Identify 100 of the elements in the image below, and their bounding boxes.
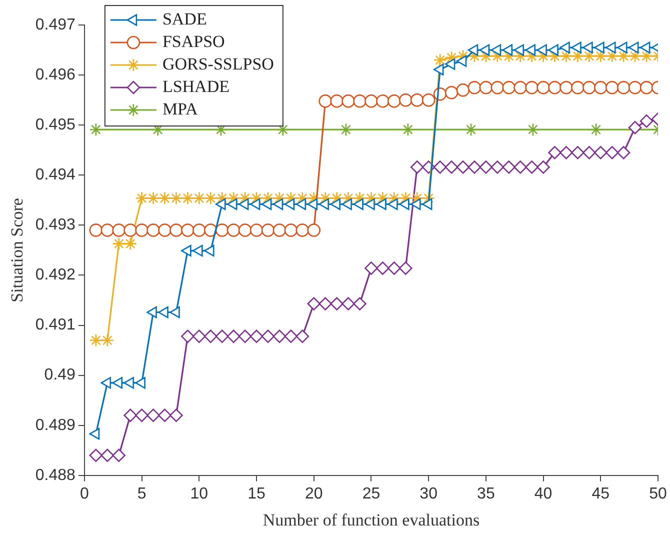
point <box>388 94 401 108</box>
point <box>296 192 310 205</box>
point <box>339 122 353 136</box>
point <box>536 44 547 56</box>
point <box>410 160 424 174</box>
point <box>158 306 168 318</box>
point <box>170 306 180 318</box>
point <box>571 42 582 54</box>
point <box>226 192 240 205</box>
point <box>536 160 550 174</box>
point <box>192 330 206 343</box>
legend-label: SADE <box>162 9 207 28</box>
point <box>536 80 550 94</box>
point <box>502 44 513 56</box>
y-tick-label: 0.491 <box>35 316 76 334</box>
point <box>514 80 527 94</box>
point <box>158 408 172 422</box>
point <box>490 80 504 94</box>
point <box>100 224 114 237</box>
point <box>640 114 654 128</box>
point <box>571 49 584 63</box>
point <box>135 224 148 237</box>
point <box>124 376 134 389</box>
point <box>146 408 160 422</box>
point <box>307 297 321 310</box>
point <box>238 224 252 237</box>
point <box>548 49 562 63</box>
point <box>560 146 573 160</box>
point <box>456 83 470 97</box>
point <box>594 80 608 94</box>
point <box>433 64 444 76</box>
point <box>112 224 126 237</box>
point <box>388 262 401 275</box>
point <box>307 224 321 237</box>
point <box>640 42 650 54</box>
point <box>605 80 619 94</box>
point <box>410 93 424 107</box>
point <box>444 50 458 64</box>
point <box>388 192 401 205</box>
point <box>204 244 214 257</box>
point <box>89 122 103 136</box>
point <box>89 428 100 440</box>
point <box>628 80 642 94</box>
point <box>594 146 608 160</box>
point <box>514 160 527 174</box>
point <box>238 192 252 205</box>
point <box>261 198 272 210</box>
point <box>464 122 478 136</box>
point <box>250 224 264 237</box>
x-tick-label: 45 <box>592 485 610 502</box>
point <box>192 192 206 205</box>
y-tick-label: 0.493 <box>35 216 76 234</box>
point <box>410 198 421 210</box>
point <box>158 224 172 237</box>
point <box>342 198 352 210</box>
point <box>456 55 467 67</box>
point <box>560 42 570 54</box>
point <box>582 42 593 54</box>
point <box>272 198 284 210</box>
point <box>514 49 527 63</box>
point <box>342 297 355 310</box>
point <box>318 192 332 205</box>
point <box>89 448 103 462</box>
point <box>353 192 366 205</box>
point <box>605 42 616 54</box>
point <box>589 122 603 136</box>
point <box>238 330 252 343</box>
point <box>250 192 264 205</box>
point <box>479 49 493 63</box>
point <box>398 262 412 275</box>
point <box>215 330 229 343</box>
point <box>502 49 516 63</box>
legend-label: MPA <box>162 99 198 118</box>
point <box>353 198 364 210</box>
point <box>433 53 447 67</box>
point <box>284 198 295 210</box>
legend-label: FSAPSO <box>162 32 225 51</box>
point <box>560 49 573 63</box>
point <box>215 192 229 205</box>
point <box>616 49 630 63</box>
point <box>456 49 470 63</box>
point <box>353 297 366 310</box>
point <box>296 198 306 210</box>
point <box>479 160 493 174</box>
point <box>616 42 628 54</box>
y-tick-label: 0.492 <box>35 266 76 284</box>
point <box>100 376 112 389</box>
point <box>284 224 298 237</box>
x-tick-label: 20 <box>304 485 323 502</box>
point <box>146 306 157 318</box>
point <box>456 160 470 174</box>
y-tick-label: 0.488 <box>35 466 76 484</box>
point <box>398 198 410 210</box>
x-tick-label: 40 <box>534 485 552 502</box>
point <box>364 192 378 205</box>
point <box>468 160 482 174</box>
point <box>250 198 260 210</box>
point <box>582 80 596 94</box>
point <box>170 408 183 422</box>
point <box>582 146 596 160</box>
